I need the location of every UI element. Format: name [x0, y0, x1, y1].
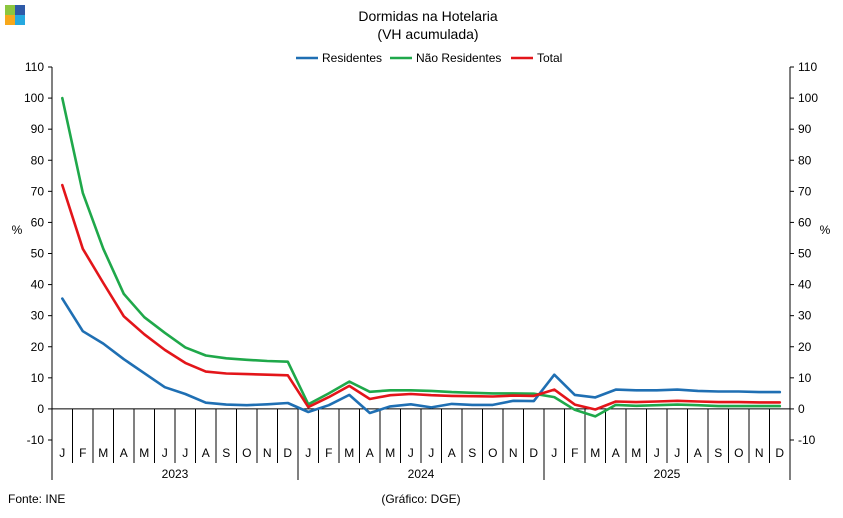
year-label: 2024 — [408, 467, 435, 481]
x-tick-label: D — [283, 446, 292, 460]
y-tick-label-right: 60 — [798, 215, 812, 229]
y-tick-label-right: 30 — [798, 309, 812, 323]
series-line-total — [60, 183, 782, 411]
x-tick-label: N — [263, 446, 272, 460]
y-tick-label-left: 90 — [31, 122, 45, 136]
x-tick-label: M — [98, 446, 108, 460]
x-tick-label: J — [162, 446, 168, 460]
x-tick-label: A — [448, 446, 456, 460]
x-tick-label: O — [488, 446, 497, 460]
x-tick-label: M — [590, 446, 600, 460]
x-tick-label: A — [694, 446, 702, 460]
y-tick-label-left: -10 — [27, 433, 45, 447]
x-tick-label: A — [612, 446, 620, 460]
credit-note: (Gráfico: DGE) — [381, 492, 460, 506]
y-tick-label-right: 50 — [798, 247, 812, 261]
y-tick-label-right: 110 — [798, 60, 817, 74]
x-tick-label: F — [79, 446, 86, 460]
x-tick-label: J — [551, 446, 557, 460]
y-tick-label-left: 20 — [31, 340, 45, 354]
x-tick-label: J — [182, 446, 188, 460]
series-line-residentes — [60, 297, 782, 415]
x-tick-label: O — [734, 446, 743, 460]
legend-label: Não Residentes — [416, 51, 501, 65]
y-tick-label-left: 30 — [31, 309, 45, 323]
y-tick-label-right: 20 — [798, 340, 812, 354]
x-tick-label: J — [428, 446, 434, 460]
x-tick-label: J — [305, 446, 311, 460]
y-tick-label-right: 90 — [798, 122, 812, 136]
axes: -10 -10 0 0 10 10 20 20 30 30 40 40 50 50 60 60 70 70 80 80… — [24, 60, 818, 481]
y-tick-label-right: 100 — [798, 91, 818, 105]
x-tick-label: S — [222, 446, 230, 460]
x-tick-label: D — [529, 446, 538, 460]
x-tick-label: M — [139, 446, 149, 460]
y-tick-label-left: 0 — [37, 402, 44, 416]
series-line-n-o-residentes — [60, 96, 782, 418]
y-tick-label-right: 80 — [798, 153, 812, 167]
x-tick-label: F — [571, 446, 578, 460]
y-tick-label-left: 40 — [31, 278, 45, 292]
y-axis-label-left: % — [12, 223, 23, 237]
x-tick-label: A — [120, 446, 128, 460]
x-tick-label: J — [408, 446, 414, 460]
x-tick-label: M — [631, 446, 641, 460]
x-tick-label: M — [385, 446, 395, 460]
year-label: 2025 — [654, 467, 681, 481]
x-tick-label: S — [468, 446, 476, 460]
y-tick-label-left: 110 — [25, 60, 44, 74]
y-tick-label-right: 40 — [798, 278, 812, 292]
y-tick-label-right: 0 — [798, 402, 805, 416]
source-note: Fonte: INE — [8, 492, 65, 506]
x-tick-label: M — [344, 446, 354, 460]
y-tick-label-left: 10 — [31, 371, 45, 385]
x-tick-label: J — [654, 446, 660, 460]
y-tick-label-left: 100 — [24, 91, 44, 105]
x-tick-label: J — [59, 446, 65, 460]
legend-label: Total — [537, 51, 562, 65]
y-tick-label-left: 70 — [31, 184, 45, 198]
year-label: 2023 — [162, 467, 189, 481]
y-tick-label-right: 70 — [798, 184, 812, 198]
x-tick-label: J — [674, 446, 680, 460]
x-tick-label: O — [242, 446, 251, 460]
x-tick-label: A — [202, 446, 210, 460]
x-tick-label: N — [509, 446, 518, 460]
y-tick-label-right: -10 — [798, 433, 816, 447]
x-tick-label: F — [325, 446, 332, 460]
y-tick-label-right: 10 — [798, 371, 812, 385]
y-tick-label-left: 60 — [31, 215, 45, 229]
y-axis-label-right: % — [820, 223, 831, 237]
x-tick-label: S — [714, 446, 722, 460]
y-tick-label-left: 50 — [31, 247, 45, 261]
chart-title: Dormidas na Hotelaria — [358, 8, 497, 24]
series-layer — [60, 96, 782, 418]
y-tick-label-left: 80 — [31, 153, 45, 167]
x-tick-label: D — [775, 446, 784, 460]
legend-label: Residentes — [322, 51, 382, 65]
legend: Residentes Não Residentes Total — [296, 51, 562, 65]
chart-subtitle: (VH acumulada) — [377, 26, 478, 42]
x-tick-label: A — [366, 446, 374, 460]
x-tick-label: N — [755, 446, 764, 460]
dge-logo-icon — [5, 5, 25, 25]
